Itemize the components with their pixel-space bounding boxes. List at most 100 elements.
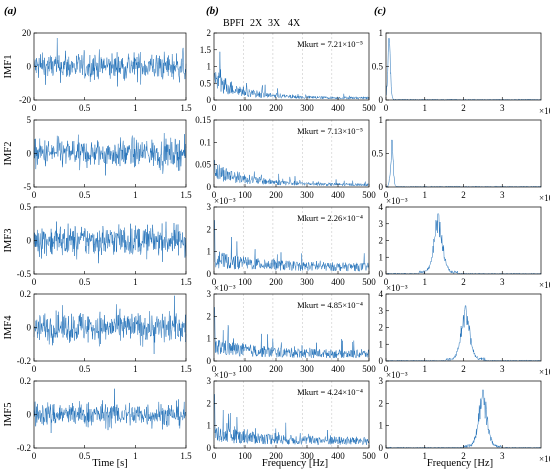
x-tick-label: 500 [362, 364, 376, 374]
signal-trace-imf5 [214, 394, 370, 446]
signal-trace-imf1 [33, 37, 187, 87]
x-tick-label: 1 [133, 277, 138, 287]
x-tick-label: 200 [269, 364, 283, 374]
y-tick-label: 4 [379, 202, 384, 212]
subplot-1-imf3: 0 1 2 3 0 100 200 300 400 500 ×10⁻³ Mkurt = 2.26×10… [207, 196, 377, 287]
y-tick-label: 4 [379, 289, 384, 299]
x-tick-label: 100 [238, 451, 252, 461]
x-tick-label: 2 [461, 190, 466, 200]
axes-box [213, 380, 370, 449]
y-exponent-label: ×10⁻³ [386, 196, 408, 206]
x-tick-label: 1 [423, 277, 428, 287]
axes-box [213, 119, 370, 188]
x-tick-label: 2 [461, 451, 466, 461]
y-tick-label: 1 [207, 247, 212, 257]
signal-trace-imf4 [33, 295, 187, 355]
mkurt-annotation: Mkurt = 7.21×10⁻⁵ [297, 39, 363, 49]
x-tick-label: 400 [331, 190, 345, 200]
x-tick-label: 3 [500, 190, 505, 200]
y-tick-label: 2 [207, 311, 212, 321]
x-tick-label: 3 [500, 277, 505, 287]
y-tick-label: -0.5 [17, 269, 32, 279]
x-tick-label: 0 [212, 277, 217, 287]
x-tick-label: 0 [384, 451, 389, 461]
signal-trace-imf4 [385, 305, 542, 362]
y-tick-label: 2 [379, 236, 384, 246]
x-tick-label: 0.5 [79, 190, 91, 200]
y-exponent-label: ×10⁻³ [214, 283, 236, 293]
y-tick-label: 0 [207, 269, 212, 279]
signal-trace-imf4 [214, 307, 370, 359]
axes-box [385, 119, 542, 188]
y-tick-label: 3 [207, 289, 212, 299]
x-exponent-label: ×10⁴ [539, 106, 550, 116]
mode-label-imf5: IMF5 [3, 403, 14, 427]
y-tick-label: 1 [379, 421, 384, 431]
y-tick-label: -0.2 [17, 443, 31, 453]
y-tick-label: 0 [379, 95, 384, 105]
y-tick-label: 0 [379, 356, 384, 366]
y-exponent-label: ×10⁻³ [386, 370, 408, 380]
y-tick-label: 0 [27, 62, 32, 72]
mkurt-annotation: Mkurt = 4.24×10⁻⁴ [297, 387, 363, 397]
x-tick-label: 0 [384, 190, 389, 200]
x-tick-label: 2 [461, 103, 466, 113]
y-tick-label: 0 [207, 443, 212, 453]
y-tick-label: 1 [379, 252, 384, 262]
y-tick-label: 1 [379, 339, 384, 349]
x-tick-label: 0 [32, 277, 37, 287]
x-tick-label: 1.5 [180, 451, 192, 461]
y-tick-label: 2 [207, 28, 212, 38]
x-tick-label: 0.5 [79, 103, 91, 113]
x-tick-label: 1.5 [180, 277, 192, 287]
y-tick-label: 0 [27, 323, 32, 333]
panel-label-b: (b) [206, 5, 219, 17]
x-tick-label: 200 [269, 451, 283, 461]
x-tick-label: 2 [461, 277, 466, 287]
char-label-bpfi: BPFI [223, 18, 244, 29]
signal-trace-imf3 [33, 221, 187, 264]
x-tick-label: 0 [212, 451, 217, 461]
x-tick-label: 400 [331, 451, 345, 461]
x-tick-label: 1 [133, 103, 138, 113]
y-tick-label: 0 [27, 236, 32, 246]
mkurt-annotation: Mkurt = 7.13×10⁻⁵ [297, 126, 363, 136]
x-tick-label: 1 [133, 190, 138, 200]
x-tick-label: 0 [384, 364, 389, 374]
axes-box [213, 206, 370, 275]
x-tick-label: 3 [500, 364, 505, 374]
y-tick-label: 3 [379, 306, 384, 316]
y-tick-label: 2 [379, 323, 384, 333]
x-tick-label: 0 [32, 190, 37, 200]
y-tick-label: 1 [379, 28, 384, 38]
x-tick-label: 0 [384, 277, 389, 287]
x-exponent-label: ×10⁴ [539, 454, 550, 464]
x-tick-label: 1 [423, 451, 428, 461]
subplot-2-imf3: 0 1 2 3 4 0 1 2 3 ×10⁴ ×10⁻³ [379, 196, 550, 290]
x-tick-label: 500 [362, 451, 376, 461]
signal-trace-imf3 [214, 220, 370, 272]
x-tick-label: 0 [32, 364, 37, 374]
subplot-2-imf4: 0 1 2 3 4 0 1 2 3 ×10⁴ ×10⁻³ [379, 283, 550, 377]
x-tick-label: 500 [362, 190, 376, 200]
axes-box [213, 293, 370, 362]
x-tick-label: 400 [331, 364, 345, 374]
x-tick-label: 1.5 [180, 364, 192, 374]
y-tick-label: 2 [207, 224, 212, 234]
mode-label-imf3: IMF3 [3, 229, 14, 253]
y-tick-label: 2 [207, 398, 212, 408]
x-tick-label: 0 [384, 103, 389, 113]
y-tick-label: 0 [207, 356, 212, 366]
y-tick-label: 0.5 [200, 78, 212, 88]
subplot-1-imf5: 0 1 2 3 0 100 200 300 400 500 ×10⁻³ Mkurt = 4.24×10… [207, 370, 377, 461]
x-exponent-label: ×10⁴ [539, 280, 550, 290]
x-tick-label: 0.5 [79, 451, 91, 461]
y-tick-label: 20 [22, 28, 32, 38]
y-tick-label: 1.5 [200, 45, 212, 55]
y-exponent-label: ×10⁻³ [386, 283, 408, 293]
x-label-time: Time [s] [92, 458, 128, 469]
x-tick-label: 300 [300, 364, 314, 374]
